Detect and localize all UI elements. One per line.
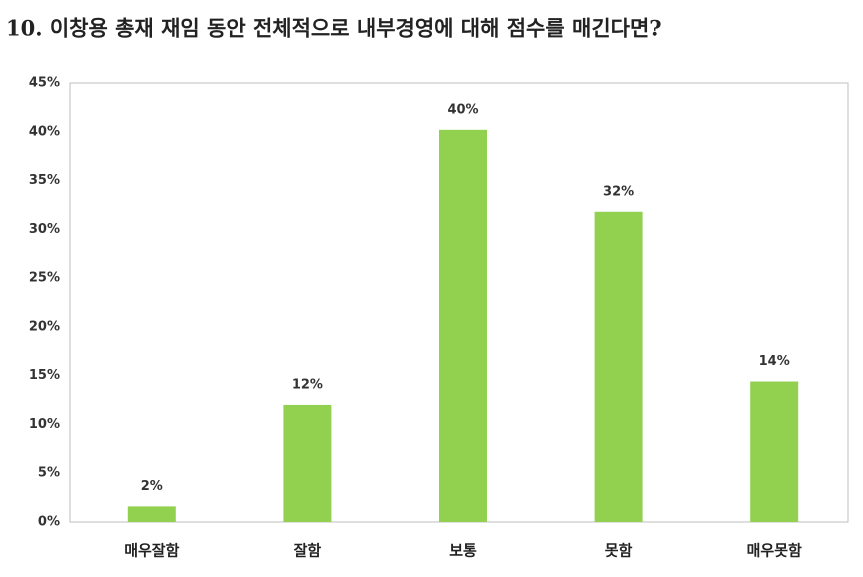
bar — [750, 381, 799, 522]
y-tick-label: 0% — [38, 515, 60, 530]
bar — [283, 404, 332, 522]
x-tick-label: 못함 — [605, 542, 633, 560]
chart-title: 10. 이창용 총재 재임 동안 전체적으로 내부경영에 대해 점수를 매긴다면… — [6, 16, 662, 41]
bar — [127, 506, 176, 522]
y-tick-label: 35% — [29, 173, 60, 188]
value-label: 12% — [292, 377, 323, 392]
y-tick-label: 20% — [29, 319, 60, 334]
y-tick-label: 30% — [29, 222, 60, 237]
value-label: 32% — [603, 184, 634, 199]
y-tick-label: 5% — [38, 466, 60, 481]
value-label: 40% — [447, 102, 478, 117]
y-tick-label: 25% — [29, 271, 60, 286]
value-label: 14% — [759, 354, 790, 369]
bar — [439, 129, 487, 522]
x-tick-label: 잘함 — [294, 542, 322, 560]
y-tick-label: 15% — [29, 368, 60, 383]
x-tick-label: 매우잘함 — [124, 542, 179, 560]
x-tick-label: 매우못함 — [747, 542, 802, 560]
y-tick-label: 10% — [29, 417, 60, 432]
bar — [594, 211, 643, 523]
y-tick-label: 40% — [29, 124, 60, 139]
y-tick-label: 45% — [29, 76, 60, 91]
x-tick-label: 보통 — [449, 542, 477, 560]
value-label: 2% — [141, 479, 163, 494]
